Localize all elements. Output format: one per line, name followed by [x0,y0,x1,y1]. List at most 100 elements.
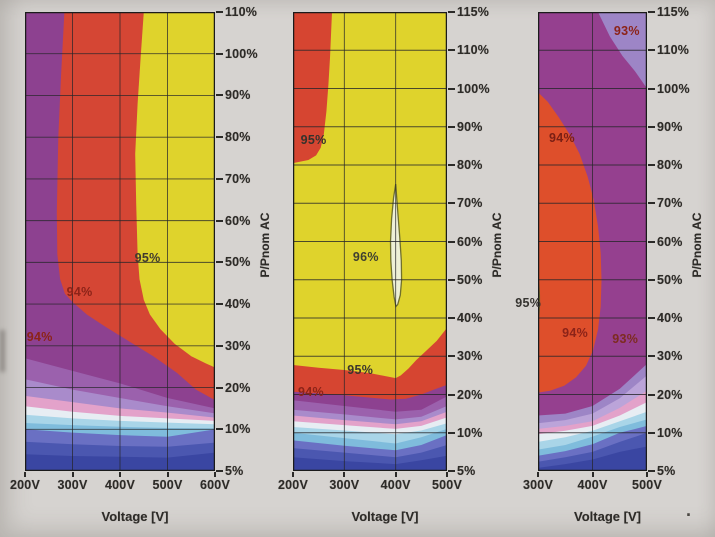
y-tick-mark [648,355,655,358]
y-tick-mark [216,94,223,97]
y-tick-label: 90% [657,119,683,134]
y-tick-label: 100% [225,46,258,61]
y-tick-label: 40% [225,297,251,312]
y-tick-label: 100% [657,81,690,96]
y-tick-label: 50% [225,255,251,270]
x-tick-mark [591,472,594,477]
scan-artifact-dot: . [686,500,692,520]
y-axis-title: P/Pnom AC [490,212,504,278]
x-tick-mark [24,472,26,477]
x-axis-title: Voltage [V] [351,509,419,524]
y-axis-title: P/Pnom AC [258,212,272,278]
x-tick-label: 500V [152,478,183,492]
y-tick-mark [448,355,455,358]
x-tick-mark [166,472,169,477]
y-tick-mark [648,393,655,396]
y-tick-mark [216,52,223,55]
band-95-96-yellow [293,12,447,379]
y-tick-label: 40% [457,311,483,325]
y-tick-label: 80% [457,158,483,172]
y-tick-mark [216,11,223,13]
y-tick-label: 70% [225,171,251,186]
y-tick-label: 80% [225,130,251,145]
y-tick-label: 110% [225,5,258,19]
y-tick-mark [216,428,223,431]
contour-label: 94% [562,326,589,341]
y-tick-label: 100% [457,81,490,96]
band-95-96-yellow [135,12,215,368]
x-tick-label: 600V [200,478,230,492]
y-tick-label: 70% [457,196,483,211]
y-tick-label: 10% [657,425,683,440]
plot-border [25,12,215,471]
contour-label: 95% [300,133,327,148]
x-tick-mark [292,472,294,477]
x-axis-title: Voltage [V] [101,509,169,524]
x-axis-title: Voltage [V] [574,509,641,524]
contour-label: 95% [515,295,542,310]
contour-label: 95% [347,363,374,378]
y-tick-mark [448,202,455,205]
efficiency-contour-plot-1 [25,12,215,471]
y-tick-label: 90% [457,119,483,134]
x-tick-mark [537,472,539,477]
x-tick-label: 400V [577,478,608,492]
y-tick-mark [448,278,455,281]
y-tick-mark [448,11,455,13]
x-tick-label: 500V [632,478,662,492]
contour-label: 94% [297,384,324,399]
y-tick-label: 60% [225,213,251,228]
y-tick-label: 90% [225,88,251,103]
y-tick-mark [448,431,455,434]
y-tick-mark [648,125,655,128]
y-tick-label: 5% [457,464,476,478]
y-tick-mark [648,431,655,434]
y-tick-mark [216,261,223,264]
efficiency-contour-plot-3 [538,12,647,471]
y-tick-mark [448,317,455,319]
y-tick-mark [648,278,655,281]
y-tick-label: 30% [225,338,251,353]
y-tick-mark [216,177,223,180]
y-tick-label: 80% [657,158,683,172]
y-tick-mark [648,87,655,90]
y-tick-mark [648,11,655,13]
y-tick-label: 115% [457,5,490,19]
y-tick-mark [448,164,455,166]
y-tick-mark [448,49,455,52]
y-tick-label: 10% [457,425,483,440]
x-tick-mark [119,472,121,477]
y-tick-label: 10% [225,422,251,437]
y-tick-label: 20% [457,387,483,402]
y-tick-label: 20% [225,380,251,395]
y-tick-label: 20% [657,387,683,402]
x-tick-label: 200V [10,478,40,492]
contour-label: 93% [612,332,639,347]
y-tick-label: 60% [657,234,683,249]
y-tick-mark [216,344,223,347]
contour-label: 94% [66,284,93,299]
contour-label: 93% [613,24,640,39]
y-tick-mark [648,470,655,472]
x-tick-mark [446,472,448,477]
y-tick-mark [648,317,655,319]
y-tick-mark [216,136,223,139]
y-tick-label: 5% [225,464,244,478]
scan-artifact-smudge [0,330,5,372]
band-94-95-red [538,92,602,393]
below-85 [293,455,447,471]
y-tick-mark [448,393,455,396]
x-tick-label: 300V [57,478,88,492]
y-tick-label: 115% [657,5,690,19]
y-axis-title: P/Pnom AC [690,212,704,278]
y-tick-label: 30% [657,349,683,364]
y-tick-mark [216,303,223,306]
x-tick-mark [646,472,648,477]
x-tick-label: 500V [432,478,462,492]
x-tick-label: 300V [329,478,360,492]
y-tick-label: 30% [457,349,483,364]
plot-border [538,12,647,471]
y-tick-mark [448,125,455,128]
efficiency-contour-plot-2 [293,12,447,471]
x-tick-label: 400V [380,478,411,492]
